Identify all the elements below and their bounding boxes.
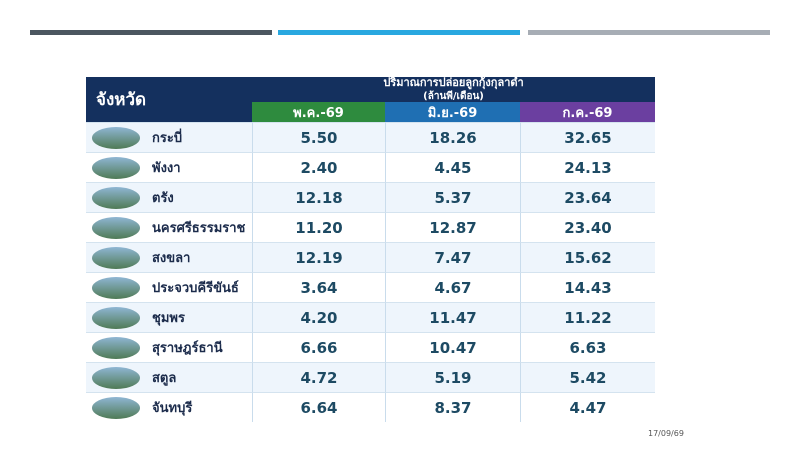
province: สตูล — [86, 362, 252, 392]
table-value: 11.20 — [252, 212, 385, 242]
province-photo — [92, 397, 140, 419]
column-header: พ.ค.-69 — [252, 102, 385, 122]
corner-header: จังหวัด — [86, 77, 252, 122]
table-value: 24.13 — [520, 152, 655, 182]
table-value: 23.40 — [520, 212, 655, 242]
table-value: 12.18 — [252, 182, 385, 212]
table-value: 10.47 — [385, 332, 520, 362]
table-value: 6.64 — [252, 392, 385, 422]
table-value: 18.26 — [385, 122, 520, 152]
province: ประจวบคีรีขันธ์ — [86, 272, 252, 302]
province-photo — [92, 187, 140, 209]
table-value: 15.62 — [520, 242, 655, 272]
table-value: 6.66 — [252, 332, 385, 362]
table-value: 4.72 — [252, 362, 385, 392]
table-value: 12.19 — [252, 242, 385, 272]
table-unit: (ล้านพี/เดือน) — [252, 91, 655, 102]
table-value: 5.19 — [385, 362, 520, 392]
table-value: 4.47 — [520, 392, 655, 422]
province-photo — [92, 157, 140, 179]
table-value: 8.37 — [385, 392, 520, 422]
table-value: 4.67 — [385, 272, 520, 302]
accent-bar — [278, 30, 520, 35]
province: นครศรีธรรมราช — [86, 212, 252, 242]
province-photo — [92, 367, 140, 389]
province-photo — [92, 337, 140, 359]
table-value: 5.42 — [520, 362, 655, 392]
province: พังงา — [86, 152, 252, 182]
table-value: 3.64 — [252, 272, 385, 302]
province: กระบี่ — [86, 122, 252, 152]
table-value: 11.47 — [385, 302, 520, 332]
table-value: 32.65 — [520, 122, 655, 152]
province: จันทบุรี — [86, 392, 252, 422]
table-value: 23.64 — [520, 182, 655, 212]
table-title: ปริมาณการปล่อยลูกกุ้งกุลาดำ — [252, 76, 655, 91]
province: ชุมพร — [86, 302, 252, 332]
table-value: 7.47 — [385, 242, 520, 272]
table-value: 4.45 — [385, 152, 520, 182]
table: จังหวัด ปริมาณการปล่อยลูกกุ้งกุลาดำ (ล้า… — [86, 76, 655, 422]
province: สุราษฎร์ธานี — [86, 332, 252, 362]
province-photo — [92, 277, 140, 299]
accent-bar — [30, 30, 272, 35]
province-photo — [92, 247, 140, 269]
province-photo — [92, 307, 140, 329]
table-value: 2.40 — [252, 152, 385, 182]
column-header: ก.ค.-69 — [520, 102, 655, 122]
table-value: 5.50 — [252, 122, 385, 152]
table-value: 14.43 — [520, 272, 655, 302]
table-value: 4.20 — [252, 302, 385, 332]
column-header: มิ.ย.-69 — [385, 102, 520, 122]
table-value: 11.22 — [520, 302, 655, 332]
province-photo — [92, 127, 140, 149]
slide-date: 17/09/69 — [648, 429, 684, 438]
table-value: 12.87 — [385, 212, 520, 242]
table-value: 5.37 — [385, 182, 520, 212]
province: ตรัง — [86, 182, 252, 212]
table-value: 6.63 — [520, 332, 655, 362]
province-photo — [92, 217, 140, 239]
accent-bar — [528, 30, 770, 35]
province: สงขลา — [86, 242, 252, 272]
